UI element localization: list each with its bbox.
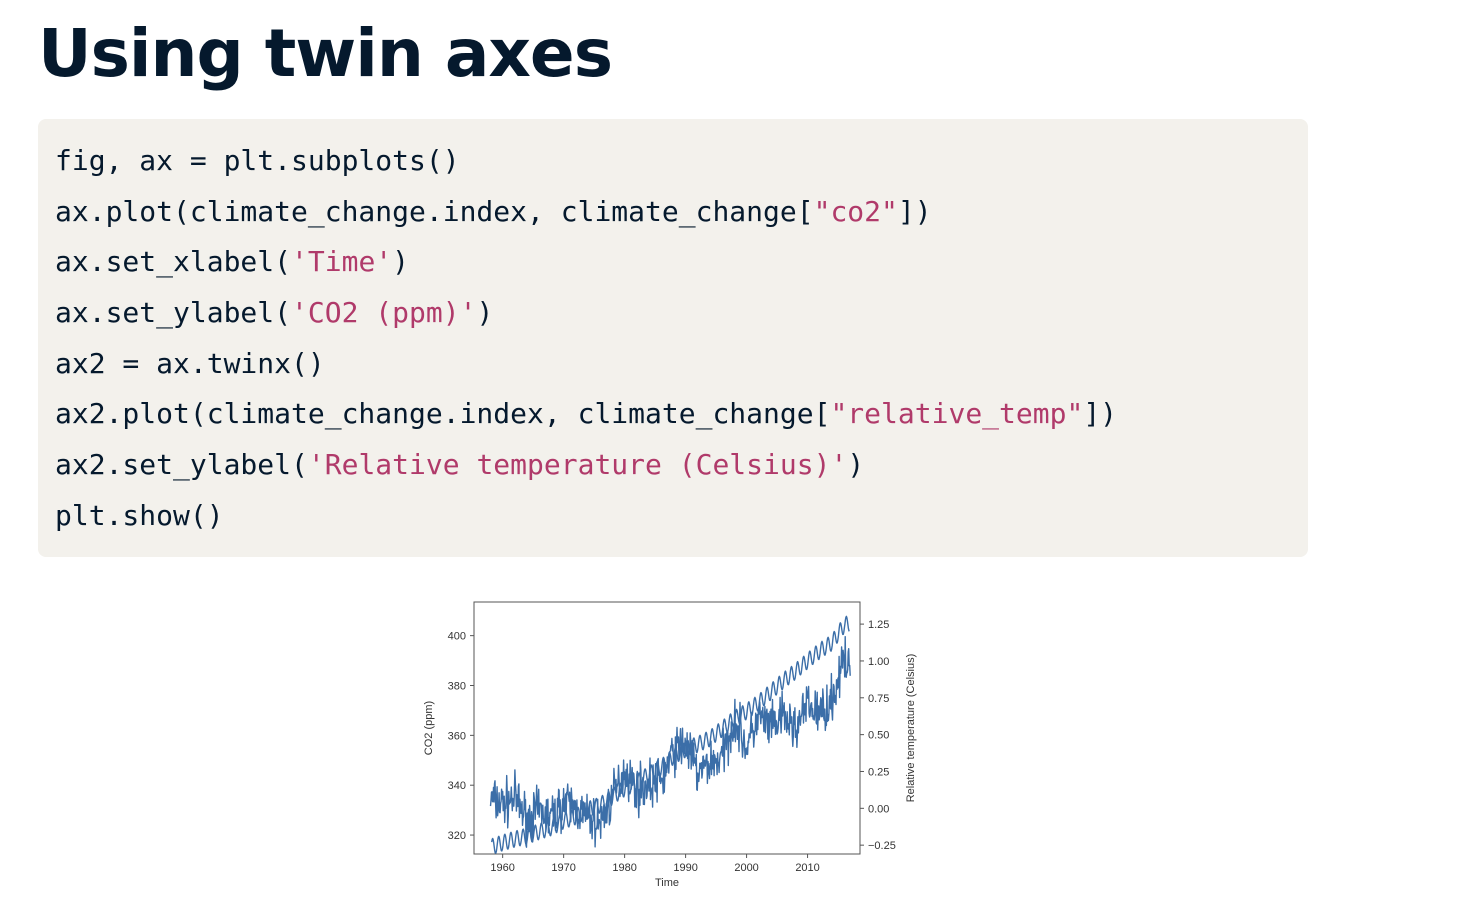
code-line: ax.set_ylabel('CO2 (ppm)') bbox=[55, 295, 1308, 346]
code-string-literal: "relative_temp" bbox=[830, 397, 1084, 431]
code-token: ax2.set_ylabel( bbox=[55, 448, 308, 482]
code-line: ax2.plot(climate_change.index, climate_c… bbox=[55, 396, 1308, 447]
x-tick-label: 2010 bbox=[795, 862, 819, 874]
x-tick-label: 1990 bbox=[673, 862, 697, 874]
code-line: ax2.set_ylabel('Relative temperature (Ce… bbox=[55, 447, 1308, 498]
code-string-literal: "co2" bbox=[813, 194, 898, 228]
code-line: ax.plot(climate_change.index, climate_ch… bbox=[55, 194, 1308, 245]
slide-title: Using twin axes bbox=[38, 15, 613, 92]
y2-tick-label: 0.75 bbox=[868, 693, 889, 705]
y2-tick-label: 1.25 bbox=[868, 619, 889, 631]
code-token: ]) bbox=[897, 194, 932, 228]
y-tick-label: 400 bbox=[448, 631, 466, 643]
code-token: plt.show() bbox=[55, 498, 224, 532]
x-tick-label: 2000 bbox=[734, 862, 758, 874]
series-line-relative_temp bbox=[489, 636, 851, 848]
y-axis-label: CO2 (ppm) bbox=[423, 701, 435, 755]
y2-tick-label: 0.50 bbox=[868, 730, 889, 742]
code-block: fig, ax = plt.subplots() ax.plot(climate_… bbox=[38, 119, 1308, 557]
code-line: plt.show() bbox=[55, 498, 1308, 549]
y-tick-label: 320 bbox=[448, 830, 466, 842]
y2-axis-label: Relative temperature (Celsius) bbox=[905, 654, 917, 803]
y-tick-label: 380 bbox=[448, 681, 466, 693]
code-token: ax2.plot(climate_change.index, climate_c… bbox=[55, 397, 831, 431]
x-tick-label: 1980 bbox=[612, 862, 636, 874]
twin-axes-chart: 1960 1970 1980 1990 2000 2010 320 340 360 380 400 −… bbox=[416, 588, 936, 898]
x-tick-label: 1960 bbox=[490, 862, 514, 874]
y-tick-label: 340 bbox=[448, 780, 466, 792]
code-string-literal: 'Relative temperature (Celsius)' bbox=[307, 448, 848, 482]
y2-tick-label: 0.00 bbox=[868, 803, 889, 815]
code-token: ax2 = ax.twinx() bbox=[55, 346, 325, 380]
y2-tick-label: 0.25 bbox=[868, 766, 889, 778]
code-token: ]) bbox=[1083, 397, 1118, 431]
code-line: fig, ax = plt.subplots() bbox=[55, 143, 1308, 194]
code-token: ) bbox=[847, 448, 865, 482]
y-tick-label: 360 bbox=[448, 730, 466, 742]
code-token: ax.set_ylabel( bbox=[55, 296, 292, 330]
code-token: fig, ax = plt.subplots() bbox=[55, 144, 460, 177]
code-token: ) bbox=[392, 245, 410, 279]
code-line: ax2 = ax.twinx() bbox=[55, 346, 1308, 397]
code-string-literal: 'CO2 (ppm)' bbox=[291, 296, 477, 330]
code-token: ax.set_xlabel( bbox=[55, 245, 292, 279]
series-line-co2 bbox=[491, 615, 850, 854]
code-token: ax.plot(climate_change.index, climate_ch… bbox=[55, 194, 814, 228]
code-line: ax.set_xlabel('Time') bbox=[55, 244, 1308, 295]
code-token: ) bbox=[476, 296, 494, 330]
code-string-literal: 'Time' bbox=[291, 245, 393, 279]
x-tick-label: 1970 bbox=[551, 862, 575, 874]
chart-svg: 1960 1970 1980 1990 2000 2010 320 340 360 380 400 −… bbox=[423, 601, 917, 889]
x-axis-label: Time bbox=[655, 877, 679, 889]
y2-tick-label: 1.00 bbox=[868, 656, 889, 668]
y2-tick-label: −0.25 bbox=[868, 840, 896, 852]
